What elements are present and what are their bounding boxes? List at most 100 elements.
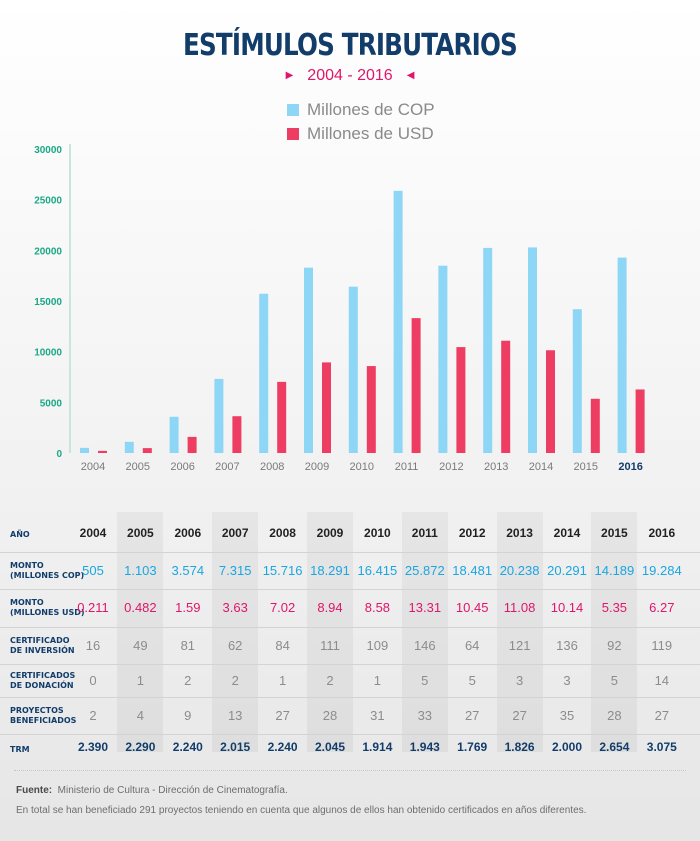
table-cell: 25.872 bbox=[404, 562, 445, 578]
table-cell: 92 bbox=[607, 637, 622, 653]
legend-item-cop: Millones de COP bbox=[287, 98, 435, 122]
table-cell: 16.415 bbox=[357, 562, 398, 578]
table-cell: 49 bbox=[133, 637, 148, 653]
table-row: CERTIFICADO DE INVERSIÓN 16 49 81 62 84 111 109 1… bbox=[0, 627, 700, 665]
table-cell: 10.45 bbox=[455, 600, 489, 615]
row-label-line2: DE DONACIÓN bbox=[10, 680, 74, 690]
x-tick-label: 2007 bbox=[215, 461, 239, 473]
x-tick-label: 2015 bbox=[574, 461, 598, 473]
bar-usd-2014 bbox=[546, 350, 555, 453]
table-cell: 2.290 bbox=[125, 740, 156, 754]
x-tick-label: 2014 bbox=[529, 461, 553, 473]
table-cell: 2.015 bbox=[220, 740, 251, 754]
row-label-line1: CERTIFICADOS bbox=[10, 670, 76, 680]
bar-cop-2014 bbox=[528, 247, 537, 453]
table-cell: 3 bbox=[515, 672, 524, 688]
x-tick-label: 2005 bbox=[126, 461, 150, 473]
year-header: 2004 bbox=[79, 526, 107, 540]
row-label: MONTO (MILLONES COP) bbox=[10, 561, 84, 581]
year-header: 2013 bbox=[506, 526, 533, 540]
x-tick-label: 2006 bbox=[170, 461, 194, 473]
y-tick-label: 10000 bbox=[34, 348, 62, 359]
table-cell: 146 bbox=[413, 637, 436, 653]
row-label: TRM bbox=[10, 745, 30, 755]
table-cell: 0.482 bbox=[124, 600, 157, 615]
table-cell: 5 bbox=[610, 672, 618, 688]
table-cell: 1 bbox=[373, 672, 381, 688]
table-cell: 31 bbox=[370, 707, 385, 723]
table-cell: 3.574 bbox=[171, 562, 205, 578]
table-cell: 27 bbox=[464, 707, 480, 723]
table-cell: 0 bbox=[89, 672, 97, 688]
bar-cop-2012 bbox=[438, 265, 448, 453]
table-cell: 2.240 bbox=[267, 740, 298, 754]
table-cell: 19.284 bbox=[641, 562, 682, 578]
table-cell: 1.914 bbox=[362, 740, 393, 754]
bar-cop-2011 bbox=[393, 190, 403, 454]
bar-usd-2012 bbox=[456, 347, 466, 453]
table-cell: 5 bbox=[421, 672, 429, 688]
x-tick-label: 2010 bbox=[350, 461, 374, 473]
table-cell: 14 bbox=[654, 672, 670, 688]
table-cell: 119 bbox=[651, 637, 673, 653]
bar-usd-2005 bbox=[142, 448, 152, 453]
table-cell: 2.045 bbox=[314, 740, 346, 754]
table-cell: 35 bbox=[559, 707, 575, 723]
row-label-line2: DE INVERSIÓN bbox=[10, 645, 75, 655]
table-cell: 1.103 bbox=[124, 562, 157, 578]
table-cell: 13.31 bbox=[408, 600, 442, 615]
table-cell: 1.769 bbox=[457, 740, 488, 754]
row-label-line1: MONTO bbox=[10, 560, 44, 570]
year-header: 2015 bbox=[601, 526, 628, 540]
table-cell: 1 bbox=[278, 672, 287, 688]
bar-chart: 0 5000 10000 15000 20000 25000 30000 2004 2005 20… bbox=[34, 144, 645, 473]
table-cell: 18.481 bbox=[452, 562, 493, 578]
table-cell: 5 bbox=[468, 672, 476, 688]
bar-usd-2016 bbox=[635, 389, 645, 453]
y-tick-label: 5000 bbox=[40, 398, 63, 409]
year-header: 2009 bbox=[316, 526, 344, 540]
table-cell: 7.02 bbox=[269, 600, 296, 615]
table-cell: 11.08 bbox=[503, 600, 536, 615]
table-cell: 2.240 bbox=[172, 740, 203, 754]
row-label-line2: (MILLONES COP) bbox=[10, 570, 85, 580]
table-cell: 18.291 bbox=[310, 562, 350, 578]
bar-cop-2010 bbox=[348, 286, 358, 453]
y-tick-label: 15000 bbox=[34, 297, 62, 308]
table-cell: 27 bbox=[512, 707, 527, 723]
table-cell: 1 bbox=[136, 672, 144, 688]
year-header: 2005 bbox=[127, 526, 154, 540]
source-label: Fuente: bbox=[16, 785, 53, 796]
table-cell: 1.826 bbox=[504, 740, 535, 754]
bar-cop-2006 bbox=[169, 416, 179, 453]
year-header: 2006 bbox=[174, 526, 202, 540]
year-header: 2008 bbox=[269, 526, 296, 540]
row-label: CERTIFICADOS DE DONACIÓN bbox=[10, 671, 75, 691]
year-header: 2011 bbox=[411, 526, 438, 540]
row-label: CERTIFICADO DE INVERSIÓN bbox=[10, 636, 75, 656]
header-label: AÑO bbox=[10, 530, 30, 539]
bar-cop-2005 bbox=[124, 441, 134, 453]
table-cell: 8.94 bbox=[317, 600, 343, 615]
x-tick-label: 2009 bbox=[305, 461, 329, 473]
table-cell: 62 bbox=[227, 637, 243, 653]
table-cell: 3 bbox=[563, 672, 571, 688]
subtitle-text: 2004 - 2016 bbox=[307, 67, 393, 84]
table-cell: 2.654 bbox=[599, 740, 630, 754]
triangle-right-icon: ▶ bbox=[285, 70, 294, 81]
y-tick-label: 0 bbox=[56, 449, 62, 460]
table-cell: 2.390 bbox=[77, 740, 109, 754]
y-tick-label: 30000 bbox=[34, 145, 62, 156]
bar-usd-2013 bbox=[501, 340, 511, 453]
legend-swatch-cop bbox=[287, 104, 299, 116]
x-tick-label: 2012 bbox=[439, 461, 463, 473]
table-cell: 505 bbox=[82, 562, 104, 578]
table-cell: 20.291 bbox=[547, 562, 587, 578]
bar-cop-2013 bbox=[483, 247, 493, 453]
table-cell: 14.189 bbox=[594, 562, 635, 578]
table-cell: 28 bbox=[322, 707, 338, 723]
table-cell: 2 bbox=[326, 672, 334, 688]
chart-legend: Millones de COP Millones de USD bbox=[287, 98, 435, 146]
row-label-line1: CERTIFICADO bbox=[10, 635, 70, 645]
bar-cop-2004 bbox=[80, 447, 89, 453]
